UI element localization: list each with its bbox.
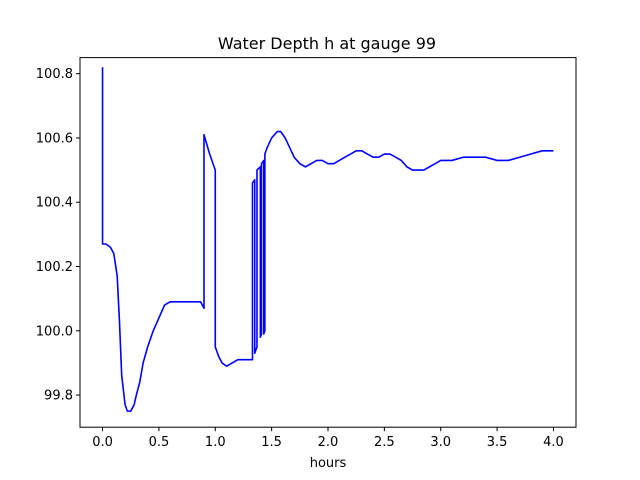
x-tick-label: 4.0 — [543, 435, 564, 450]
y-tick-label: 100.8 — [36, 67, 73, 82]
x-tick-label: 1.0 — [205, 435, 226, 450]
x-tick-label: 3.0 — [430, 435, 451, 450]
x-tick-label: 0.5 — [149, 435, 170, 450]
plot-frame — [79, 57, 577, 428]
series-line-0 — [101, 67, 554, 412]
x-tick-label: 2.0 — [318, 435, 339, 450]
x-axis-label: hours — [310, 456, 347, 471]
x-tick-label: 2.5 — [374, 435, 395, 450]
y-tick-label: 100.0 — [36, 324, 73, 339]
x-tick-label: 1.5 — [261, 435, 282, 450]
x-axis: 0.0 0.5 1.0 1.5 2.0 2.5 3.0 3.5 4.0 — [92, 427, 564, 450]
x-tick-label: 0.0 — [92, 435, 113, 450]
y-tick-label: 99.8 — [44, 389, 73, 404]
y-axis: 99.8 100.0 100.2 100.4 100.6 100.8 — [36, 67, 80, 404]
y-tick-label: 100.6 — [36, 131, 73, 146]
chart-title: Water Depth h at gauge 99 — [218, 34, 436, 53]
plot-layer — [101, 67, 554, 412]
y-tick-label: 100.4 — [36, 196, 73, 211]
x-tick-label: 3.5 — [487, 435, 508, 450]
y-tick-label: 100.2 — [36, 260, 73, 275]
